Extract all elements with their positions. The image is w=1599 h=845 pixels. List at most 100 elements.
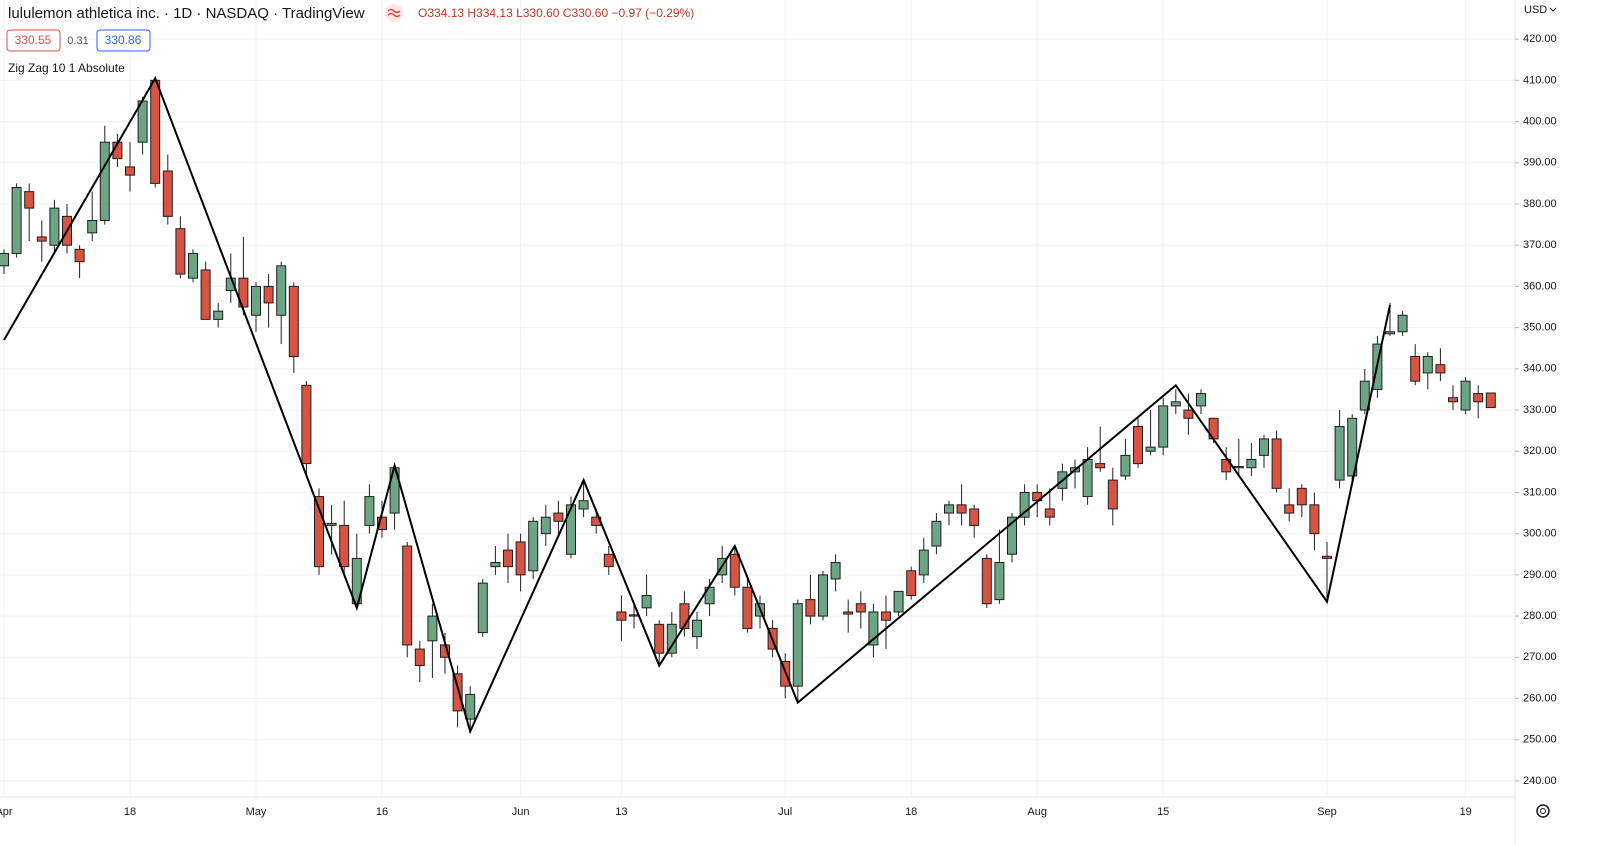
candle (125, 142, 135, 192)
candle-body (339, 524, 350, 568)
candle-body (906, 570, 917, 596)
candle-body (1460, 380, 1471, 411)
candle-body (1435, 364, 1446, 374)
bid-box[interactable] (6, 29, 61, 52)
candle-body (1183, 409, 1194, 419)
candle (1448, 385, 1458, 411)
candle-body (24, 191, 35, 209)
x-tick-label: 13 (615, 806, 627, 818)
candle (805, 574, 816, 625)
candle (1397, 311, 1408, 336)
candle-body (1170, 401, 1181, 407)
y-tick-label: 380.00 (1523, 198, 1557, 210)
candle (288, 282, 299, 373)
y-tick-label: 270.00 (1523, 651, 1557, 663)
zigzag-line (3, 75, 1391, 735)
candle (931, 513, 942, 555)
candle-body (830, 562, 841, 580)
candle-body (679, 603, 690, 629)
currency[interactable]: USD (1524, 4, 1547, 16)
candle (1271, 430, 1282, 493)
candle (364, 484, 375, 534)
grid (0, 0, 1515, 797)
candle-body (1473, 393, 1484, 403)
x-tick-label: Aug (1027, 806, 1047, 818)
candle-body (377, 516, 387, 531)
y-tick-label: 290.00 (1523, 569, 1557, 581)
candle (414, 640, 425, 683)
candle-body (1120, 454, 1131, 477)
candle-body (1296, 487, 1307, 506)
candle-body (1259, 438, 1269, 456)
gear (1536, 804, 1550, 818)
candle (175, 216, 186, 279)
candle-body (1221, 458, 1232, 473)
candle (855, 591, 866, 629)
candle-body (452, 673, 463, 712)
candle (1334, 410, 1345, 489)
candle-body (1347, 417, 1358, 477)
candle-body (1095, 463, 1106, 469)
candle (969, 504, 980, 538)
candle-body (1007, 516, 1017, 555)
candle-body (251, 285, 261, 316)
candle-body (74, 248, 85, 263)
candle-body (351, 557, 362, 605)
y-tick-label: 330.00 (1523, 404, 1557, 416)
candle (1170, 389, 1181, 415)
candle-body (1422, 355, 1433, 374)
x-tick-label: Jul (778, 806, 792, 818)
candle (0, 249, 9, 275)
candle (49, 199, 60, 254)
y-tick-label: 340.00 (1523, 363, 1557, 375)
candle-body (1233, 465, 1244, 469)
candle-body (1322, 555, 1332, 559)
candle-body (36, 236, 47, 242)
candle-body (566, 504, 576, 555)
y-tick-label: 300.00 (1523, 528, 1557, 540)
candle (263, 274, 274, 328)
candle-body (629, 614, 639, 617)
y-tick-label: 280.00 (1523, 610, 1557, 622)
candle-body (1448, 397, 1458, 403)
candle (868, 603, 879, 658)
gear-center (1540, 808, 1546, 814)
ask-box[interactable] (96, 29, 151, 52)
candle-body (805, 599, 816, 617)
candle-body (654, 623, 665, 654)
candle (1259, 434, 1269, 468)
candle (11, 183, 22, 258)
candle (150, 76, 161, 188)
x-tick-label: 15 (1157, 806, 1169, 818)
candle (1309, 492, 1320, 551)
candle-body (868, 611, 879, 646)
settings-icon[interactable] (1536, 804, 1550, 818)
candle-body (263, 285, 274, 304)
candle (528, 517, 539, 579)
plot (0, 75, 1496, 735)
candle (944, 500, 954, 526)
candle (24, 183, 35, 242)
candle-body (125, 166, 135, 176)
candle-body (1145, 446, 1156, 452)
candle-body (477, 582, 488, 634)
candle (1296, 484, 1307, 518)
candle (956, 484, 967, 526)
candle (1359, 368, 1370, 415)
candle (74, 245, 85, 279)
ohlc: O334.13 H334.13 L330.60 C330.60 −0.97 (−… (418, 6, 694, 20)
x-tick-label: Sep (1317, 806, 1337, 818)
candle (351, 533, 362, 608)
candle-body (540, 516, 551, 535)
indicator-icon (387, 8, 401, 18)
candle (578, 480, 589, 518)
candle-body (0, 252, 9, 267)
candle-body (402, 545, 413, 646)
candle-body (87, 219, 98, 234)
y-tick-label: 400.00 (1523, 115, 1557, 127)
candle-body (465, 693, 476, 720)
candle (553, 500, 564, 534)
spread: 0.31 (67, 35, 88, 47)
